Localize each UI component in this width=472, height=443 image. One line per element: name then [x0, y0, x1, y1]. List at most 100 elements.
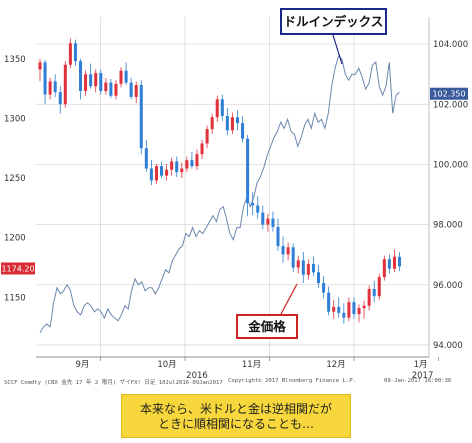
month-tick-label: 11月	[242, 360, 261, 370]
candle-down	[327, 292, 331, 312]
candle-up	[63, 64, 67, 105]
caption-line-2: ときに順相関になることも…	[157, 417, 314, 431]
candle-down	[235, 117, 240, 124]
gold-last-value-label: 1174.20	[1, 264, 34, 273]
candle-down	[276, 226, 280, 247]
candle-down	[316, 272, 321, 284]
candle-up	[215, 99, 219, 118]
candle-down	[301, 260, 305, 275]
candle-down	[144, 148, 148, 169]
candle-up	[48, 81, 52, 95]
candle-down	[387, 259, 391, 269]
gold-tick-label: 1150	[4, 293, 26, 303]
year-label: 2017	[412, 371, 434, 381]
candle-up	[362, 305, 366, 309]
candle-down	[246, 138, 250, 204]
candle-up	[195, 154, 199, 167]
gold-last-value-badge	[1, 262, 35, 275]
candle-up	[306, 263, 310, 275]
source-text: SCCF Comdty (CBX 金先 17 年 2 限月) ザイFX! 日足 …	[4, 380, 223, 386]
candle-down	[160, 166, 164, 176]
candle-down	[337, 306, 341, 313]
candle-down	[89, 74, 93, 87]
candle-up	[38, 62, 42, 70]
candle-down	[372, 289, 376, 297]
gold-price-callout-label: 金価格	[248, 319, 286, 334]
gold-tick-label: 1350	[4, 55, 26, 65]
candle-down	[281, 246, 285, 255]
candle-up	[367, 289, 371, 306]
candle-up	[332, 306, 336, 312]
month-tick-label: 12月	[326, 360, 345, 370]
gold-candlestick-series	[38, 38, 402, 324]
candle-up	[377, 277, 381, 297]
candle-up	[382, 259, 386, 278]
caption-box: 本来なら、米ドルと金は逆相関だが ときに順相関になることも…	[121, 394, 351, 438]
year-label: 2016	[186, 371, 208, 381]
candle-down	[43, 62, 47, 95]
dollar-index-tick-label: 94.000	[433, 341, 463, 351]
candle-down	[139, 85, 143, 149]
candle-up	[266, 218, 270, 225]
candle-down	[129, 82, 133, 97]
candle-down	[124, 70, 128, 83]
candle-up	[347, 302, 351, 318]
candle-down	[261, 212, 265, 225]
candle-up	[357, 308, 361, 315]
plot-frame	[36, 17, 430, 358]
candle-down	[73, 43, 77, 62]
candle-down	[109, 82, 113, 96]
candle-up	[104, 82, 108, 91]
candle-down	[322, 283, 326, 293]
candle-up	[119, 70, 123, 84]
gridlines	[36, 17, 429, 357]
month-tick-label: 9月	[76, 360, 90, 370]
source-footer: SCCF Comdty (CBX 金先 17 年 2 限月) ザイFX! 日足 …	[0, 376, 472, 387]
dollar-index-tick-label: 96.000	[433, 281, 463, 291]
candle-down	[398, 256, 402, 267]
dollar-index-tick-label: 100.000	[433, 160, 468, 170]
candle-up	[94, 73, 98, 87]
dollar-index-last-value-label: 102.350	[432, 90, 465, 99]
candle-down	[241, 123, 245, 139]
candle-up	[185, 160, 189, 169]
candle-down	[53, 81, 57, 93]
dollar-index-series	[39, 55, 400, 334]
dollar-index-callout: ドルインデックス	[280, 8, 387, 35]
candle-down	[149, 168, 153, 181]
gold-price-pointer	[280, 283, 298, 315]
candle-down	[78, 61, 83, 91]
dollar-index-callout-label: ドルインデックス	[283, 14, 384, 29]
candle-up	[286, 247, 290, 255]
candle-up	[230, 117, 234, 131]
candle-down	[175, 161, 179, 173]
candle-up	[180, 168, 184, 173]
month-tick-label: 10月	[157, 360, 176, 370]
candle-up	[134, 85, 138, 97]
dollar-index-line	[39, 55, 400, 334]
candle-down	[251, 203, 255, 206]
candle-up	[114, 83, 118, 96]
dollar-index-tick-label: 98.000	[433, 221, 463, 231]
candle-down	[225, 116, 229, 131]
gold-price-axis: 1350 1300 1250 1200 1150	[4, 55, 26, 304]
gold-price-callout: 金価格	[236, 314, 298, 339]
gold-tick-label: 1200	[4, 234, 26, 244]
candle-down	[342, 312, 346, 318]
candle-down	[271, 218, 275, 227]
candle-down	[220, 99, 224, 117]
candle-up	[68, 43, 72, 65]
candle-up	[210, 117, 214, 130]
dollar-index-tick-label: 102.000	[433, 100, 468, 110]
timestamp-text: 09-Jan-2017 16:00:36	[384, 378, 452, 384]
candle-up	[154, 166, 158, 181]
gold-tick-label: 1300	[4, 114, 26, 124]
candle-down	[58, 92, 62, 105]
candle-up	[296, 260, 300, 268]
gold-tick-label: 1250	[4, 174, 26, 184]
candle-up	[200, 143, 204, 155]
candle-down	[256, 205, 260, 213]
dollar-index-pointer	[332, 34, 343, 65]
dollar-index-last-value-badge	[430, 87, 468, 100]
